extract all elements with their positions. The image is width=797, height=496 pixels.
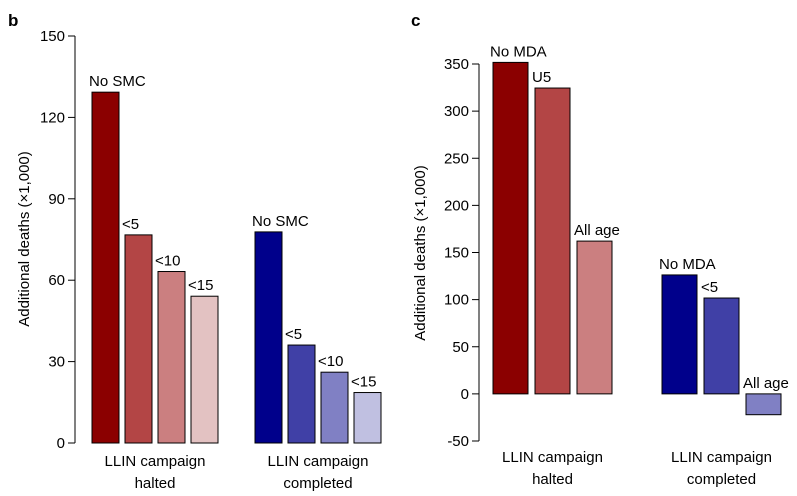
bar-label: All age xyxy=(574,222,620,239)
y-tick-label: 30 xyxy=(48,354,65,371)
group-label: halted xyxy=(135,475,176,492)
y-tick-label: 150 xyxy=(444,245,469,262)
y-tick-label: 300 xyxy=(444,103,469,120)
bar-label: All age xyxy=(743,375,789,392)
y-tick-label: 150 xyxy=(40,28,65,45)
panel-c-y-ticks: -50 0 50 100 150 200 250 300 350 xyxy=(444,56,479,450)
group-label: completed xyxy=(687,471,756,488)
group-label: halted xyxy=(532,471,573,488)
bar xyxy=(157,271,186,444)
bar-label: U5 xyxy=(532,69,551,86)
bar-label: <5 xyxy=(701,279,718,296)
bar xyxy=(703,297,740,395)
bar xyxy=(353,392,382,444)
panel-b-y-axis-label: Additional deaths (×1,000) xyxy=(16,151,33,327)
panel-b-y-ticks: 0 30 60 90 120 150 xyxy=(40,28,75,452)
bar xyxy=(534,87,571,395)
bar xyxy=(91,91,120,444)
y-tick-label: 60 xyxy=(48,272,65,289)
bar xyxy=(492,61,529,395)
y-tick-label: 0 xyxy=(461,386,469,403)
bar-label: <15 xyxy=(188,277,213,294)
y-tick-label: 200 xyxy=(444,197,469,214)
bar xyxy=(661,274,698,395)
bar xyxy=(576,240,613,395)
bar xyxy=(254,231,283,444)
bar xyxy=(320,371,349,444)
bar-label: No MDA xyxy=(659,256,716,273)
panel-c-y-axis-label: Additional deaths (×1,000) xyxy=(412,165,429,341)
y-tick-label: 50 xyxy=(452,339,469,356)
y-tick-label: 350 xyxy=(444,56,469,73)
bar-label: <15 xyxy=(351,374,376,391)
bar-label: No SMC xyxy=(89,73,146,90)
y-tick-label: 250 xyxy=(444,150,469,167)
panel-b: b 0 30 60 90 120 150 Additional deaths (×1,00… xyxy=(8,11,382,492)
group-label: completed xyxy=(283,475,352,492)
panel-c: c -50 0 50 100 150 200 250 300 350 Additional de… xyxy=(411,11,789,488)
group-label: LLIN campaign xyxy=(502,449,603,466)
y-tick-label: 90 xyxy=(48,191,65,208)
bar xyxy=(287,344,316,444)
bar xyxy=(745,393,782,416)
bar-label: <10 xyxy=(155,253,180,270)
bar xyxy=(190,295,219,444)
panel-c-bars: No MDA U5 All age LLIN campaign halted No MDA… xyxy=(490,43,789,488)
bar-label: <5 xyxy=(122,216,139,233)
group-label: LLIN campaign xyxy=(268,453,369,470)
y-tick-label: 100 xyxy=(444,292,469,309)
group-label: LLIN campaign xyxy=(671,449,772,466)
bar xyxy=(124,234,153,444)
y-tick-label: 120 xyxy=(40,109,65,126)
panel-b-bars: No SMC <5 <10 <15 LLIN campaign halted No SMC <… xyxy=(89,73,382,492)
bar-label: No MDA xyxy=(490,43,547,60)
y-tick-label: 0 xyxy=(57,435,65,452)
group-label: LLIN campaign xyxy=(105,453,206,470)
y-tick-label: -50 xyxy=(447,433,469,450)
bar-label: <5 xyxy=(285,326,302,343)
panel-c-letter: c xyxy=(411,11,420,30)
panel-b-letter: b xyxy=(8,11,18,30)
bar-label: <10 xyxy=(318,353,343,370)
bar-label: No SMC xyxy=(252,213,309,230)
